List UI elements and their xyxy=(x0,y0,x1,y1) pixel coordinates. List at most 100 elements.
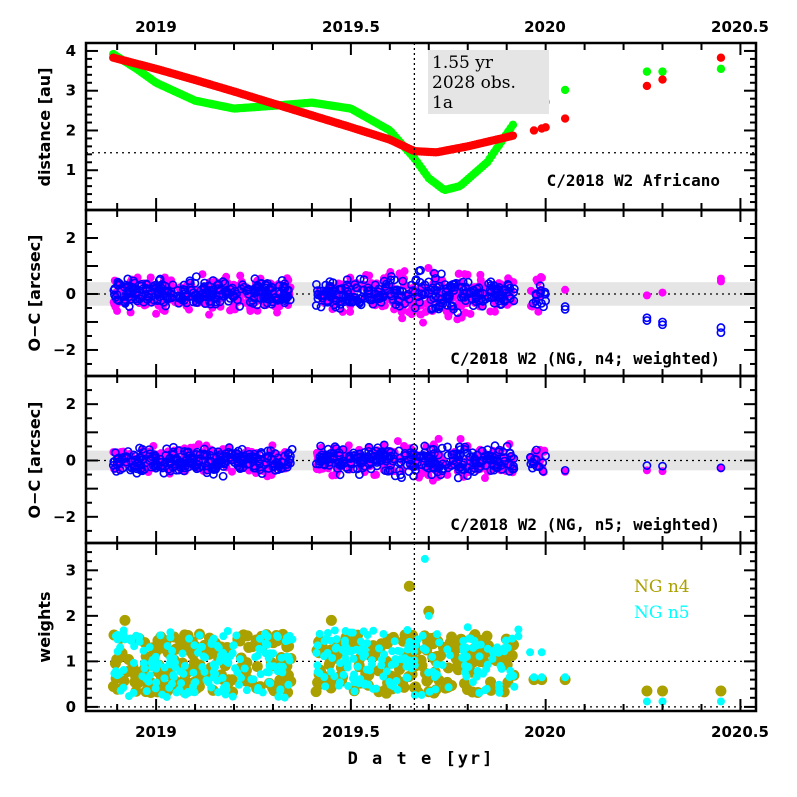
ng-n5-weight-point xyxy=(339,670,348,679)
dec-residual-point xyxy=(113,277,123,287)
dec-residual-point xyxy=(146,454,156,464)
ng-n5-weight-point xyxy=(375,644,384,653)
ng-n5-weight-point xyxy=(465,634,474,643)
dec-residual-point xyxy=(179,447,189,456)
heliocentric-point xyxy=(560,114,570,123)
dec-residual-point xyxy=(505,283,515,293)
dec-residual-point xyxy=(380,466,390,476)
ra-residual-point xyxy=(149,441,158,450)
dec-residual-point xyxy=(429,268,439,278)
ng-n5-weight-point xyxy=(508,634,517,643)
dec-residual-point xyxy=(474,283,484,293)
dec-residual-point xyxy=(468,452,478,462)
ng-n5-weight-point xyxy=(363,639,372,648)
ng-n5-weight-point xyxy=(274,692,283,701)
bottom-tick-label-2020.5: 2020.5 xyxy=(711,723,769,741)
dec-residual-point xyxy=(477,446,487,456)
ng-n5-weight-point xyxy=(341,654,350,663)
axes: 1 2 3 4 −2 0 2 −2 0 2 0 1 2 3 xyxy=(53,41,758,716)
ng-n5-weight-point xyxy=(115,669,124,678)
heliocentric-point xyxy=(508,131,518,140)
ng-n5-weight-point xyxy=(209,673,218,682)
ng-n4-weight-point xyxy=(435,650,447,662)
ng-n5-weight-point xyxy=(190,641,199,650)
ng-n5-weight-point xyxy=(503,643,512,652)
ng-n4-weight-point xyxy=(481,630,493,642)
dec-residual-point xyxy=(178,284,188,294)
ng-n5-weight-point xyxy=(165,659,174,668)
ng-n5-weight-point xyxy=(382,667,391,676)
dec-residual-point xyxy=(278,282,288,292)
ng-n5-weight-point xyxy=(428,652,437,661)
dec-residual-point xyxy=(165,293,175,303)
ra-residual-point xyxy=(346,307,355,316)
y-tick-label: 2 xyxy=(66,121,76,139)
dec-residual-point xyxy=(471,297,481,307)
ng-n5-weight-point xyxy=(312,648,321,657)
ng-n5-weight-point xyxy=(163,641,172,650)
dec-residual-point xyxy=(493,290,503,300)
dec-residual-point xyxy=(454,442,464,452)
dec-residual-point xyxy=(421,288,430,298)
top-tick-label-2020.5: 2020.5 xyxy=(711,18,769,36)
dec-residual-point xyxy=(356,294,365,304)
geocentric-point xyxy=(658,67,667,76)
dec-residual-point xyxy=(238,280,247,290)
dec-residual-point xyxy=(467,465,476,475)
y-tick-label: 2 xyxy=(66,607,76,625)
backgrounds xyxy=(86,152,756,708)
dec-residual-point xyxy=(379,449,389,459)
ng-n5-weight-point xyxy=(363,631,372,640)
ng-n4-weight-point xyxy=(174,635,186,647)
dec-residual-point xyxy=(481,294,490,304)
ng-n5-weight-point xyxy=(338,645,347,654)
dec-residual-point xyxy=(458,289,468,298)
dec-residual-point xyxy=(375,449,385,459)
dec-residual-point xyxy=(199,283,209,293)
ng-n5-weight-point xyxy=(537,673,546,682)
dec-residual-point xyxy=(560,302,570,311)
dec-residual-point xyxy=(642,316,652,325)
ng-n5-weight-point xyxy=(278,662,287,671)
ng-n5-weight-point xyxy=(142,674,151,683)
dec-residual-point xyxy=(224,296,233,306)
ng-n4-weight-point xyxy=(226,674,238,686)
ra-residual-point xyxy=(476,270,485,279)
ng-n5-weight-point xyxy=(537,648,546,657)
top-tick-label-2020: 2020 xyxy=(524,18,566,36)
ng-n5-weight-point xyxy=(313,661,322,670)
dec-residual-point xyxy=(415,297,424,307)
dec-residual-point xyxy=(505,466,514,476)
dec-residual-point xyxy=(658,461,667,471)
dec-residual-point xyxy=(417,460,427,470)
ra-residual-point xyxy=(466,309,475,318)
dec-residual-point xyxy=(486,293,496,303)
ng-n5-weight-point xyxy=(125,692,134,701)
dec-residual-point xyxy=(119,282,129,292)
ng-n5-weight-point xyxy=(330,626,339,635)
dec-residual-point xyxy=(135,443,144,453)
dec-residual-point xyxy=(232,452,242,462)
ng-n5-weight-point xyxy=(403,673,412,682)
ng-n5-weight-point xyxy=(341,627,350,636)
ng-n5-weight-point xyxy=(145,643,154,652)
ng-n5-weight-point xyxy=(501,636,510,645)
dec-residual-point xyxy=(261,291,270,301)
dec-residual-point xyxy=(218,471,228,481)
ng-n5-weight-point xyxy=(479,669,488,678)
dec-residual-point xyxy=(160,458,170,468)
ng-n5-weight-point xyxy=(489,649,498,658)
ng-n5-weight-point xyxy=(419,644,428,653)
data-points xyxy=(107,49,727,706)
ng-n5-weight-point xyxy=(280,693,289,702)
dec-residual-point xyxy=(531,445,541,455)
dec-residual-point xyxy=(170,455,180,465)
dec-residual-point xyxy=(368,299,378,309)
ra-residual-point xyxy=(424,264,433,273)
ng-n5-weight-point xyxy=(505,673,514,682)
dec-residual-point xyxy=(359,453,369,462)
dec-residual-point xyxy=(287,444,297,454)
y-tick-label: −2 xyxy=(53,341,76,359)
ng-n5-weight-point xyxy=(255,634,264,643)
